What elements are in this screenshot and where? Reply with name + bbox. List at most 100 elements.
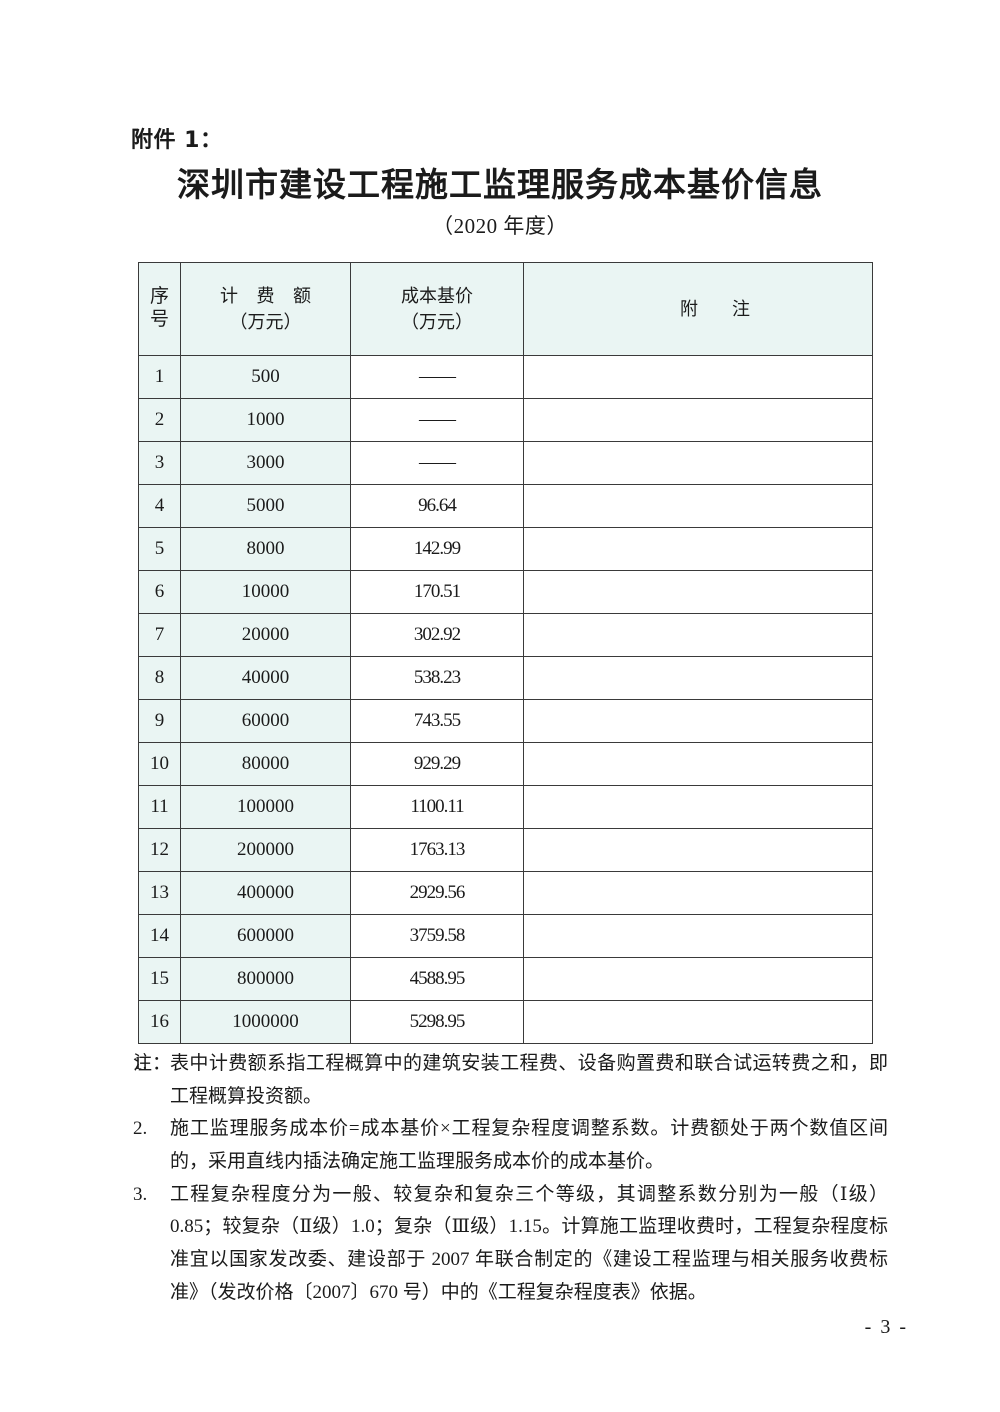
cell-base-price: 142.99 [350,527,524,571]
cell-fee-amount: 20000 [180,613,351,657]
table-header: 序 号 计 费 额 （万元） 成本基价 （万元） 附注 [138,262,873,356]
table-row: 5 8000 142.99 [138,527,873,571]
cell-remark [523,785,873,829]
cell-remark [523,527,873,571]
cell-base-price: 3759.58 [350,914,524,958]
cell-index: 15 [138,957,181,1001]
table-row: 15 800000 4588.95 [138,957,873,1001]
cell-remark [523,355,873,399]
note-item: 2. 施工监理服务成本价=成本基价×工程复杂程度调整系数。计费额处于两个数值区间的… [133,1113,888,1178]
cell-fee-amount: 600000 [180,914,351,958]
cell-index: 7 [138,613,181,657]
table-row: 1 500 —— [138,355,873,399]
cell-remark [523,1000,873,1044]
notes-prefix: 注： [133,1053,172,1074]
table-header-row: 序 号 计 费 额 （万元） 成本基价 （万元） 附注 [138,262,873,356]
cell-fee-amount: 5000 [180,484,351,528]
page-title: 深圳市建设工程施工监理服务成本基价信息 [177,165,823,204]
cell-base-price-value: 743.55 [413,710,461,731]
attachment-label: 附件 1： [131,128,223,153]
cell-base-price-value: 170.51 [413,581,461,602]
cell-base-price: 96.64 [350,484,524,528]
cell-fee-amount: 200000 [180,828,351,872]
note-number: 3. [133,1183,148,1205]
cell-base-price-value: 302.92 [413,624,461,645]
table-row: 8 40000 538.23 [138,656,873,700]
cell-index: 8 [138,656,181,700]
column-header-fee-line1: 计 费 额 [220,285,318,306]
cell-fee-amount: 400000 [180,871,351,915]
note-text: 工程复杂程度分为一般、较复杂和复杂三个等级，其调整系数分别为一般（Ⅰ级）0.85… [170,1183,888,1303]
cell-index: 10 [138,742,181,786]
column-header-fee-line2: （万元） [229,312,302,332]
cell-remark [523,699,873,743]
column-header-index-line2: 号 [149,309,169,330]
cell-fee-amount: 100000 [180,785,351,829]
table-row: 10 80000 929.29 [138,742,873,786]
cell-fee-amount: 60000 [180,699,351,743]
cell-base-price-value: —— [419,409,456,430]
table-row: 16 1000000 5298.95 [138,1000,873,1044]
cell-base-price-value: 1763.13 [409,839,466,860]
cell-remark [523,828,873,872]
cell-index: 6 [138,570,181,614]
table-row: 3 3000 —— [138,441,873,485]
table-row: 4 5000 96.64 [138,484,873,528]
cell-fee-amount: 80000 [180,742,351,786]
cell-remark [523,742,873,786]
table-row: 2 1000 —— [138,398,873,442]
table-body: 1 500 —— 2 1000 —— 3 3000 —— 4 5000 96.64 5 8000 142.9… [138,355,873,1044]
column-header-base-price-line1: 成本基价 [401,285,473,306]
cell-index: 12 [138,828,181,872]
note-item: 1. 表中计费额系指工程概算中的建筑安装工程费、设备购置费和联合试运转费之和，即工… [133,1048,888,1113]
page-subtitle: （2020 年度） [432,214,568,238]
cell-index: 14 [138,914,181,958]
cell-fee-amount: 1000 [180,398,351,442]
table-row: 7 20000 302.92 [138,613,873,657]
cell-base-price-value: 96.64 [418,495,457,516]
column-header-remark-char1: 附 [680,298,732,319]
notes-block: 注： 1. 表中计费额系指工程概算中的建筑安装工程费、设备购置费和联合试运转费之和… [133,1048,888,1309]
cost-base-table-container: 序 号 计 费 额 （万元） 成本基价 （万元） 附注 1 [138,262,873,1044]
cell-index: 11 [138,785,181,829]
cell-base-price: 5298.95 [350,1000,524,1044]
cell-remark [523,871,873,915]
note-text: 表中计费额系指工程概算中的建筑安装工程费、设备购置费和联合试运转费之和，即工程概… [170,1053,888,1107]
cell-base-price: 4588.95 [350,957,524,1001]
cell-base-price-value: —— [419,366,456,387]
column-header-index: 序 号 [138,262,181,356]
cell-base-price-value: 929.29 [413,753,461,774]
cell-base-price: 929.29 [350,742,524,786]
cell-index: 1 [138,355,181,399]
cell-index: 2 [138,398,181,442]
table-row: 14 600000 3759.58 [138,914,873,958]
cell-index: 16 [138,1000,181,1044]
cell-remark [523,398,873,442]
cell-base-price: 1100.11 [350,785,524,829]
cost-base-table: 序 号 计 费 额 （万元） 成本基价 （万元） 附注 1 [138,262,873,1044]
cell-base-price-value: 3759.58 [409,925,466,946]
cell-fee-amount: 800000 [180,957,351,1001]
cell-base-price: —— [350,441,524,485]
column-header-base-price: 成本基价 （万元） [350,262,524,356]
cell-index: 3 [138,441,181,485]
cell-fee-amount: 500 [180,355,351,399]
column-header-remark: 附注 [523,262,873,356]
column-header-index-line1: 序 [149,286,169,308]
cell-fee-amount: 1000000 [180,1000,351,1044]
cell-base-price: 1763.13 [350,828,524,872]
cell-remark [523,570,873,614]
cell-base-price-value: 142.99 [413,538,461,559]
cell-remark [523,656,873,700]
cell-index: 13 [138,871,181,915]
column-header-fee: 计 费 额 （万元） [180,262,351,356]
cell-base-price: 2929.56 [350,871,524,915]
column-header-base-price-line2: （万元） [401,312,473,332]
table-row: 9 60000 743.55 [138,699,873,743]
cell-index: 5 [138,527,181,571]
table-row: 11 100000 1100.11 [138,785,873,829]
cell-base-price-value: 1100.11 [410,796,464,817]
cell-remark [523,441,873,485]
cell-base-price-value: 4588.95 [409,968,466,989]
cell-index: 9 [138,699,181,743]
